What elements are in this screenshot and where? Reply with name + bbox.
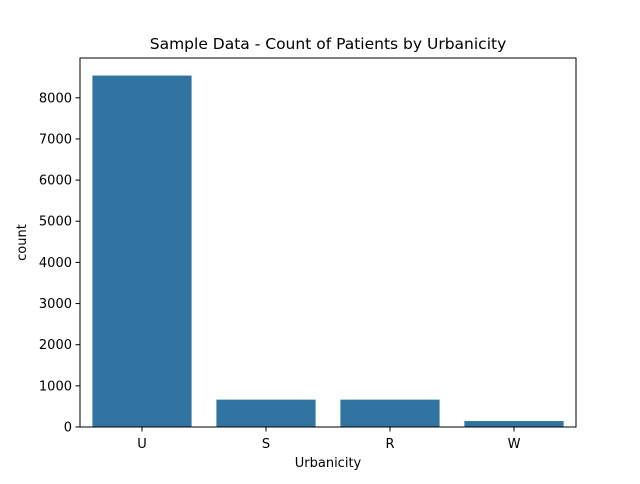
- x-tick-label: W: [508, 437, 521, 452]
- x-tick-label: S: [262, 437, 270, 452]
- chart-title: Sample Data - Count of Patients by Urban…: [150, 35, 507, 53]
- y-tick-label: 0: [64, 421, 72, 436]
- bar-r: [340, 399, 440, 427]
- y-axis-ticks: 0 1000 2000 3000 4000 5000 6000 7000 8000: [39, 91, 80, 436]
- y-tick-label: 3000: [39, 297, 72, 312]
- y-tick-label: 8000: [39, 91, 72, 106]
- bars-group: [92, 75, 564, 427]
- y-axis-title: count: [15, 224, 30, 261]
- y-tick-label: 4000: [39, 256, 72, 271]
- y-tick-label: 1000: [39, 379, 72, 394]
- bar-u: [92, 75, 192, 427]
- x-axis-title: Urbanicity: [295, 456, 362, 471]
- y-tick-label: 5000: [39, 215, 72, 230]
- y-tick-label: 7000: [39, 132, 72, 147]
- bar-w: [464, 421, 564, 427]
- plot-area-frame: [79, 57, 577, 428]
- y-tick-label: 6000: [39, 174, 72, 189]
- bar-s: [216, 399, 316, 427]
- x-tick-label: R: [385, 437, 394, 452]
- x-tick-label: U: [137, 437, 147, 452]
- y-tick-label: 2000: [39, 338, 72, 353]
